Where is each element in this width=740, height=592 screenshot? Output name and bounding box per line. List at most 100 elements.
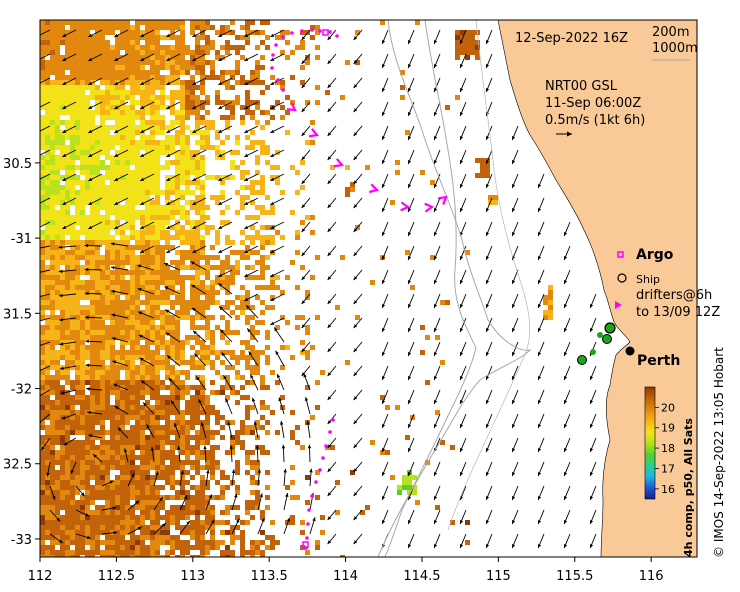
sst-pixel xyxy=(75,425,80,430)
current-arrow xyxy=(301,365,311,377)
sst-pixel xyxy=(165,345,170,350)
sst-pixel xyxy=(185,400,190,405)
sst-pixel xyxy=(125,505,130,510)
sst-pixel xyxy=(145,105,150,110)
sst-pixel xyxy=(180,540,185,545)
sst-pixel xyxy=(50,290,55,295)
sst-pixel xyxy=(145,305,150,310)
current-arrow xyxy=(192,29,207,38)
sst-pixel xyxy=(120,340,125,345)
sst-pixel xyxy=(180,390,185,395)
current-arrow xyxy=(433,509,441,525)
sst-pixel xyxy=(110,180,115,185)
sst-pixel xyxy=(175,510,180,515)
sst-pixel xyxy=(100,235,105,240)
sst-pixel xyxy=(140,135,145,140)
x-tick-label: 112.5 xyxy=(98,569,135,584)
sst-pixel xyxy=(190,30,195,35)
sst-pixel xyxy=(70,185,75,190)
sst-pixel xyxy=(100,490,105,495)
sst-pixel xyxy=(50,120,55,125)
sst-pixel xyxy=(180,240,185,245)
sst-pixel xyxy=(205,255,210,260)
sst-pixel xyxy=(155,330,160,335)
sst-pixel xyxy=(115,555,120,557)
sst-pixel xyxy=(180,120,185,125)
current-arrow xyxy=(327,101,337,113)
current-arrow xyxy=(353,269,363,281)
sst-pixel xyxy=(145,25,150,30)
sst-pixel xyxy=(305,500,310,505)
sst-pixel xyxy=(70,240,75,245)
sst-pixel xyxy=(215,195,220,200)
depth-contour-1000m xyxy=(384,20,477,557)
sst-pixel xyxy=(135,350,140,355)
sst-pixel xyxy=(190,460,195,465)
sst-pixel xyxy=(155,105,160,110)
sst-pixel xyxy=(40,195,45,200)
sst-pixel xyxy=(160,500,165,505)
sst-pixel xyxy=(100,225,105,230)
sst-pixel xyxy=(300,315,305,320)
sst-pixel xyxy=(95,270,100,275)
sst-pixel xyxy=(225,135,230,140)
sst-pixel xyxy=(145,290,150,295)
sst-pixel xyxy=(85,440,90,445)
sst-pixel xyxy=(200,65,205,70)
sst-pixel xyxy=(180,170,185,175)
sst-pixel xyxy=(40,265,45,270)
sst-pixel xyxy=(130,65,135,70)
sst-pixel xyxy=(60,450,65,455)
drifter-chevron xyxy=(286,102,297,112)
sst-pixel xyxy=(260,210,265,215)
sst-pixel xyxy=(260,235,265,240)
sst-pixel xyxy=(135,165,140,170)
sst-pixel xyxy=(120,175,125,180)
sst-pixel xyxy=(180,95,185,100)
sst-pixel xyxy=(55,70,60,75)
sst-pixel xyxy=(185,100,190,105)
sst-pixel xyxy=(240,230,245,235)
sst-pixel xyxy=(45,140,50,145)
sst-pixel xyxy=(70,380,75,385)
sst-pixel xyxy=(150,260,155,265)
sst-pixel xyxy=(235,165,240,170)
argo-track-dot xyxy=(321,456,325,460)
sst-pixel xyxy=(65,500,70,505)
sst-pixel xyxy=(90,115,95,120)
current-arrow xyxy=(278,397,285,415)
y-tick-label: -31 xyxy=(11,232,32,247)
colorbar-tick-label: 16 xyxy=(661,483,675,496)
sst-pixel xyxy=(50,450,55,455)
sst-pixel xyxy=(90,345,95,350)
sst-pixel xyxy=(45,205,50,210)
sst-pixel xyxy=(45,255,50,260)
sst-pixel xyxy=(465,40,470,45)
sst-pixel xyxy=(245,380,250,385)
sst-pixel xyxy=(80,265,85,270)
current-arrow xyxy=(537,437,545,453)
sst-pixel xyxy=(475,173,480,178)
sst-pixel xyxy=(125,310,130,315)
sst-pixel xyxy=(120,205,125,210)
sst-pixel xyxy=(215,130,220,135)
sst-pixel xyxy=(250,100,255,105)
sst-pixel xyxy=(210,60,215,65)
sst-pixel xyxy=(60,60,65,65)
argo-track-layer xyxy=(270,28,339,550)
sst-pixel xyxy=(45,110,50,115)
sst-pixel xyxy=(40,160,45,165)
current-arrow xyxy=(407,317,415,333)
sst-pixel xyxy=(155,360,160,365)
sst-pixel xyxy=(305,330,310,335)
sst-pixel xyxy=(45,180,50,185)
sst-pixel xyxy=(155,80,160,85)
sst-pixel xyxy=(225,510,230,515)
sst-pixel xyxy=(165,45,170,50)
sst-pixel xyxy=(95,320,100,325)
sst-pixel xyxy=(70,485,75,490)
sst-pixel xyxy=(90,455,95,460)
sst-pixel xyxy=(110,405,115,410)
sst-pixel xyxy=(135,425,140,430)
sst-pixel xyxy=(100,255,105,260)
